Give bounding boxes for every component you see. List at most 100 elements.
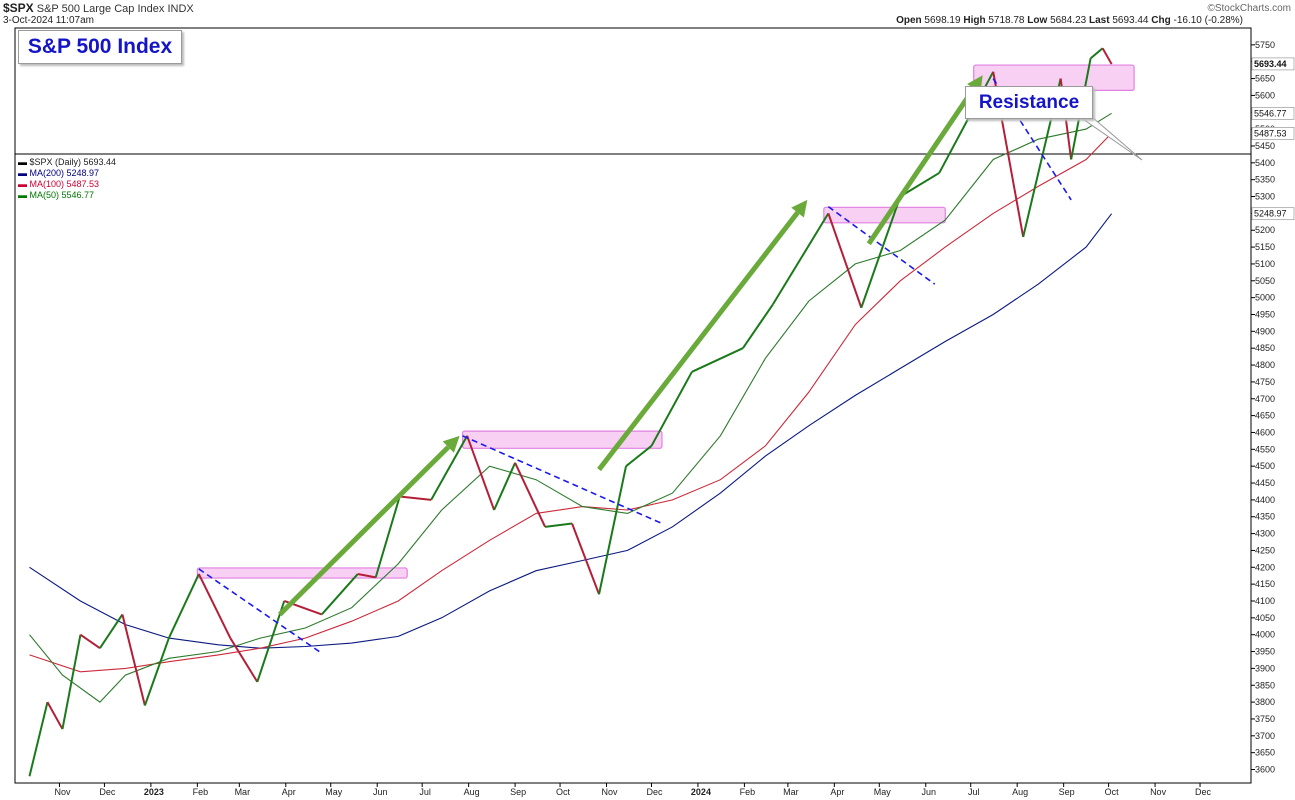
right-value-box [1251, 127, 1295, 140]
trend-arrow-head [442, 435, 460, 453]
price-segment [1101, 47, 1113, 65]
chg-value: -16.10 (-0.28%) [1173, 15, 1243, 26]
x-tick-label: Nov [1150, 787, 1167, 797]
y-tick-label: 4600 [1255, 427, 1275, 437]
x-tick-label: Apr [282, 787, 296, 797]
y-tick-label: 5150 [1255, 242, 1275, 252]
y-tick-label: 4350 [1255, 512, 1275, 522]
open-value: 5698.19 [924, 15, 961, 26]
y-tick-label: 5200 [1255, 225, 1275, 235]
y-tick-label: 3850 [1255, 680, 1275, 690]
y-tick-label: 3950 [1255, 647, 1275, 657]
last-value: 5693.44 [1112, 15, 1149, 26]
y-tick-label: 5300 [1255, 192, 1275, 202]
trend-arrow [597, 211, 800, 472]
chart-header: $SPX S&P 500 Large Cap Index INDX ©Stock… [0, 1, 1295, 15]
y-tick-label: 5600 [1255, 90, 1275, 100]
x-tick-label: Nov [602, 787, 619, 797]
x-tick-label: Mar [783, 787, 799, 797]
price-segment [493, 462, 517, 511]
x-tick-label: Jun [373, 787, 388, 797]
y-tick-label: 4700 [1255, 394, 1275, 404]
trendline [827, 205, 936, 285]
low-label: Low [1027, 15, 1048, 26]
ohlc-readout: Open 5698.19 High 5718.78 Low 5684.23 La… [896, 15, 1243, 26]
price-segment [691, 347, 744, 373]
y-tick-label: 5350 [1255, 175, 1275, 185]
x-tick-label: Jul [968, 787, 980, 797]
price-segment [197, 573, 232, 639]
y-tick-label: 5650 [1255, 74, 1275, 84]
y-tick-label: 4200 [1255, 562, 1275, 572]
y-tick-label: 5050 [1255, 276, 1275, 286]
price-segment [544, 522, 573, 528]
trendline [462, 435, 663, 525]
chart-subheader: 3-Oct-2024 11:07am [0, 15, 1295, 29]
y-tick-label: 4800 [1255, 360, 1275, 370]
resistance-zone [462, 430, 663, 449]
y-tick-label: 4250 [1255, 545, 1275, 555]
y-tick-label: 4100 [1255, 596, 1275, 606]
legend-item-spx: ▬ $SPX (Daily) 5693.44 [18, 157, 117, 167]
chart-legend: ▬ $SPX (Daily) 5693.44 ▬ MA(200) 5248.97… [18, 157, 116, 201]
x-tick-label: Apr [830, 787, 844, 797]
x-tick-label: Jul [419, 787, 431, 797]
x-tick-label: Nov [54, 787, 71, 797]
y-tick-label: 4950 [1255, 309, 1275, 319]
price-segment [121, 614, 146, 706]
ma200-line [29, 213, 1113, 649]
resistance-zone [196, 567, 408, 579]
right-value-label: 5546.77 [1254, 108, 1287, 118]
x-tick-label: 2023 [144, 787, 164, 797]
x-tick-label: Dec [99, 787, 116, 797]
right-value-label: 5487.53 [1254, 128, 1287, 138]
timestamp: 3-Oct-2024 11:07am [3, 15, 94, 26]
x-tick-label: Mar [235, 787, 251, 797]
last-label: Last [1089, 15, 1110, 26]
price-segment [374, 496, 401, 578]
y-tick-label: 3900 [1255, 663, 1275, 673]
y-tick-label: 3750 [1255, 714, 1275, 724]
trend-arrow [866, 87, 976, 246]
price-segment [514, 462, 546, 528]
y-tick-label: 4500 [1255, 461, 1275, 471]
trend-arrow-head [791, 199, 808, 218]
ma50-line [29, 112, 1112, 703]
symbol: $SPX [3, 1, 34, 15]
x-tick-label: Oct [556, 787, 571, 797]
y-tick-label: 4400 [1255, 495, 1275, 505]
price-segment [399, 495, 432, 501]
x-tick-label: Sep [1059, 787, 1075, 797]
x-tick-label: May [874, 787, 892, 797]
y-tick-label: 4850 [1255, 343, 1275, 353]
price-segment [46, 701, 64, 730]
y-tick-label: 5000 [1255, 293, 1275, 303]
y-tick-label: 5400 [1255, 158, 1275, 168]
legend-item-ma100: ▬ MA(100) 5487.53 [18, 179, 100, 189]
price-segment [28, 701, 49, 777]
y-tick-label: 4900 [1255, 326, 1275, 336]
resistance-callout: Resistance [965, 86, 1093, 119]
price-segment [321, 573, 359, 616]
price-segment [357, 573, 376, 579]
right-value-box [1251, 207, 1295, 221]
price-segment [229, 637, 259, 683]
y-tick-label: 5450 [1255, 141, 1275, 151]
price-segment [1089, 47, 1104, 60]
price-segment [167, 573, 200, 639]
y-tick-label: 3800 [1255, 697, 1275, 707]
y-tick-label: 4750 [1255, 377, 1275, 387]
y-tick-label: 4650 [1255, 411, 1275, 421]
x-tick-label: Feb [193, 787, 209, 797]
price-segment [143, 637, 170, 706]
open-label: Open [896, 15, 922, 26]
right-value-box [1251, 57, 1295, 71]
trend-arrow [278, 445, 451, 617]
x-tick-label: May [325, 787, 343, 797]
price-segment [598, 465, 627, 595]
legend-item-ma200: ▬ MA(200) 5248.97 [18, 168, 100, 178]
x-tick-label: Dec [1195, 787, 1212, 797]
x-tick-label: Dec [646, 787, 663, 797]
exchange: INDX [167, 3, 194, 15]
